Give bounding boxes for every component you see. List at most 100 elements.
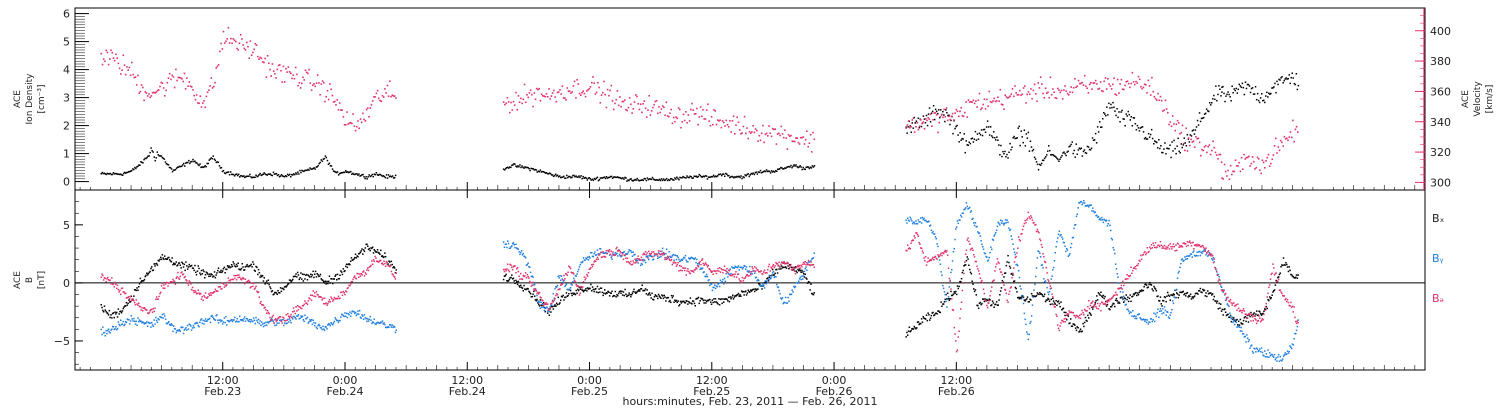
b-bx-point <box>350 257 353 259</box>
velocity-point <box>167 77 170 79</box>
b-bx-point <box>711 299 714 301</box>
b-bx-point <box>275 292 278 294</box>
b-by-point <box>911 222 914 225</box>
b-bx-point <box>1046 299 1048 301</box>
b-bz-point <box>308 297 310 299</box>
b-bx-point <box>301 278 303 280</box>
b-bx-point <box>204 273 207 276</box>
b-by-point <box>570 283 573 285</box>
b-bz-point <box>335 297 337 300</box>
velocity-point <box>608 94 610 97</box>
b-by-point <box>915 220 917 222</box>
velocity-point <box>285 67 287 70</box>
b-bx-point <box>723 301 725 303</box>
x-tick-date-label: Feb.23 <box>204 385 241 398</box>
b-bz-point <box>289 315 292 318</box>
b-by-point <box>389 324 392 326</box>
velocity-point <box>691 102 693 105</box>
density-point <box>601 177 604 179</box>
density-point <box>503 169 506 171</box>
density-point <box>907 126 909 128</box>
velocity-point <box>100 52 103 55</box>
density-point <box>594 178 597 181</box>
top-left-tick-label: 3 <box>63 92 70 105</box>
b-by-point <box>652 258 655 260</box>
b-by-point <box>977 231 979 233</box>
b-bx-point <box>166 258 168 260</box>
density-point <box>1045 156 1047 158</box>
b-bx-point <box>1084 316 1087 319</box>
velocity-point <box>806 130 808 132</box>
velocity-point <box>1041 83 1043 85</box>
velocity-point <box>571 91 573 93</box>
velocity-point <box>257 55 259 58</box>
velocity-point <box>1151 76 1153 79</box>
b-bx-point <box>1176 292 1178 294</box>
b-by-point <box>643 258 645 261</box>
b-by-point <box>1074 224 1077 226</box>
b-by-point <box>195 322 197 324</box>
b-bx-point <box>1127 296 1129 298</box>
density-point <box>382 175 385 177</box>
b-bx-point <box>167 256 169 259</box>
density-point <box>1009 142 1011 145</box>
b-by-point <box>801 275 803 277</box>
velocity-point <box>1167 111 1169 114</box>
b-by-point <box>161 313 164 316</box>
b-bz-point <box>164 287 166 289</box>
density-point <box>1078 147 1081 149</box>
velocity-point <box>1153 95 1156 98</box>
density-point <box>695 175 697 177</box>
b-by-point <box>802 275 805 277</box>
velocity-point <box>803 143 806 145</box>
density-point <box>318 162 320 165</box>
b-bx-point <box>1183 293 1185 296</box>
b-by-point <box>776 286 779 288</box>
b-bx-point <box>142 280 144 282</box>
b-by-point <box>1269 355 1272 357</box>
density-point <box>204 165 206 167</box>
b-by-point <box>376 322 378 324</box>
velocity-point <box>1276 152 1278 154</box>
b-bx-point <box>346 266 349 269</box>
b-by-point <box>749 265 751 268</box>
density-point <box>1050 154 1052 156</box>
b-bx-point <box>644 288 647 290</box>
velocity-point <box>992 100 994 102</box>
b-by-point <box>1072 236 1074 239</box>
b-by-point <box>173 325 175 327</box>
b-by-point <box>507 240 509 242</box>
b-by-point <box>1099 217 1101 220</box>
density-point <box>1102 118 1104 120</box>
b-by-point <box>916 222 918 225</box>
b-bx-point <box>768 276 771 278</box>
velocity-point <box>1121 88 1124 90</box>
b-by-point <box>318 324 321 327</box>
b-by-point <box>357 310 359 312</box>
density-point <box>914 122 916 124</box>
density-point <box>310 168 312 170</box>
b-bx-point <box>152 269 155 271</box>
b-bx-point <box>739 294 741 296</box>
density-point <box>1220 95 1222 97</box>
b-bz-point <box>260 301 262 303</box>
b-by-point <box>1277 353 1280 356</box>
density-point <box>1159 147 1161 150</box>
b-bx-point <box>551 305 553 308</box>
b-bz-point <box>337 295 340 298</box>
b-bx-point <box>647 294 649 296</box>
b-bx-point <box>1088 312 1091 314</box>
b-bx-point <box>1049 303 1052 306</box>
b-by-point <box>250 319 252 321</box>
density-point <box>130 170 132 172</box>
b-bx-point <box>323 282 326 284</box>
b-by-point <box>332 323 334 326</box>
density-point <box>127 171 129 174</box>
b-by-point <box>506 246 508 249</box>
velocity-point <box>679 108 681 111</box>
velocity-point <box>1028 93 1031 95</box>
density-point <box>644 178 646 180</box>
velocity-point <box>989 100 992 103</box>
b-by-point <box>304 314 306 316</box>
velocity-point <box>216 65 219 68</box>
